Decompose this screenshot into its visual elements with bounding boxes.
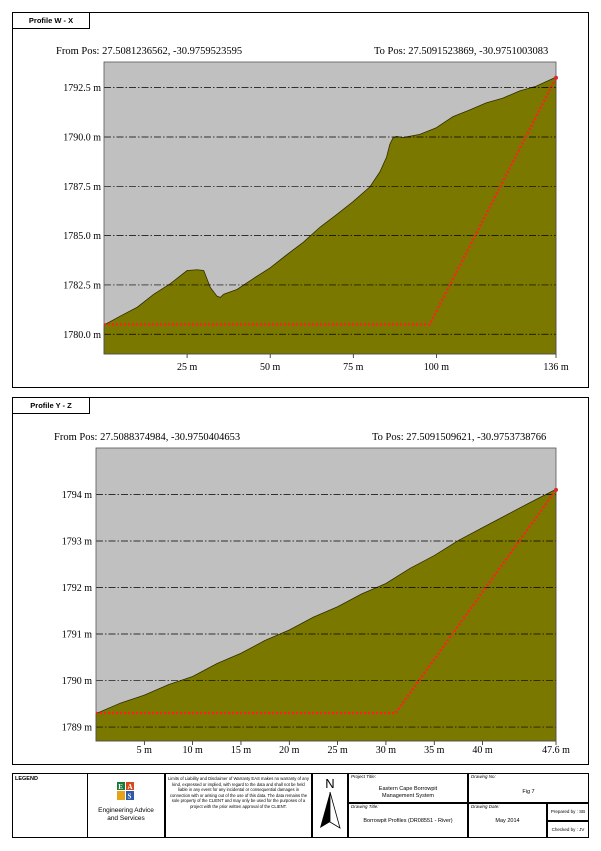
company-name-line2: and Services [107,815,145,822]
drawing-date-cell [468,803,547,838]
y-tick-label: 1790 m [62,676,93,687]
plot-frame [103,61,557,355]
x-tick-label: 20 m [279,745,300,756]
y-tick-label: 1794 m [62,490,93,501]
x-tick-label: 40 m [472,745,493,756]
drawing-no-cell [468,773,589,803]
north-arrow-icon [320,792,341,829]
y-tick-label: 1792 m [62,583,93,594]
x-tick-label: 75 m [343,362,364,373]
drawing-date: May 2014 [495,818,520,824]
drawing-title-cell [348,803,468,838]
y-tick-label: 1790.0 m [63,132,101,143]
x-tick-label: 136 m [543,362,569,373]
y-tick-label: 1791 m [62,630,93,641]
north-letter: N [325,776,335,791]
svg-text:A: A [128,783,133,791]
profile-yz-to-pos: To Pos: 27.5091509621, -30.9753738766 [372,432,547,443]
prepared-by-cell [547,803,589,821]
drawing-title: Borrowpit Profiles (DR08551 - River) [363,818,453,824]
x-tick-label: 30 m [376,745,397,756]
svg-text:E: E [118,783,123,791]
profile-yz-label: Profile Y - Z [12,397,90,414]
y-tick-label: 1789 m [62,723,93,734]
drawing-title-label: Drawing Title: [351,804,379,809]
profile-wx-label: Profile W - X [12,12,90,29]
y-tick-label: 1780.0 m [63,330,101,341]
x-tick-label: 25 m [327,745,348,756]
company-name-line1: Engineering Advice [98,807,154,814]
project-title-line1: Eastern Cape Borrowpit [378,786,438,792]
prepared-by: Prepared by : SB [550,809,586,814]
drawing-no-label: Drawing No: [471,774,496,779]
profile-wx-to-pos: To Pos: 27.5091523869, -30.9751003083 [374,46,549,57]
profile-yz-panel [12,397,589,765]
y-tick-label: 1792.5 m [63,83,101,94]
x-tick-label: 35 m [424,745,445,756]
x-tick-label: 47.6 m [542,745,570,756]
north-cell [312,773,348,838]
plot-frame [95,447,557,742]
x-tick-label: 50 m [260,362,281,373]
x-tick-label: 25 m [177,362,198,373]
profile-wx-from-pos: From Pos: 27.5081236562, -30.9759523595 [56,46,243,57]
checked-by: Checked by : JV [551,827,585,832]
disclaimer-cell [165,773,312,838]
svg-text:S: S [128,793,132,801]
y-tick-label: 1785.0 m [63,231,101,242]
overlay-line [104,77,558,326]
x-tick-label: 100 m [424,362,450,373]
drawing-no: Fig 7 [522,789,535,795]
legend-title: LEGEND [15,776,38,782]
legend-logo-cell [87,773,165,838]
terrain-profile [95,488,557,742]
y-tick-label: 1782.5 m [63,280,101,291]
x-tick-label: 10 m [182,745,203,756]
y-tick-label: 1787.5 m [63,182,101,193]
project-title-line2: Management System [382,793,434,799]
project-title-cell [348,773,468,803]
x-tick-label: 5 m [137,745,153,756]
profile-yz-from-pos: From Pos: 27.5088374984, -30.9750404653 [54,432,241,443]
checked-by-cell [547,821,589,838]
disclaimer-text: Limits of Liability and Disclaimer of Wa… [168,776,309,809]
y-tick-label: 1793 m [62,537,93,548]
company-logo: E A S [117,782,134,800]
x-tick-label: 15 m [231,745,252,756]
profile-wx-panel [12,12,589,388]
drawing-date-label: Drawing Date: [471,804,500,809]
project-title-label: Project Title: [351,774,376,779]
